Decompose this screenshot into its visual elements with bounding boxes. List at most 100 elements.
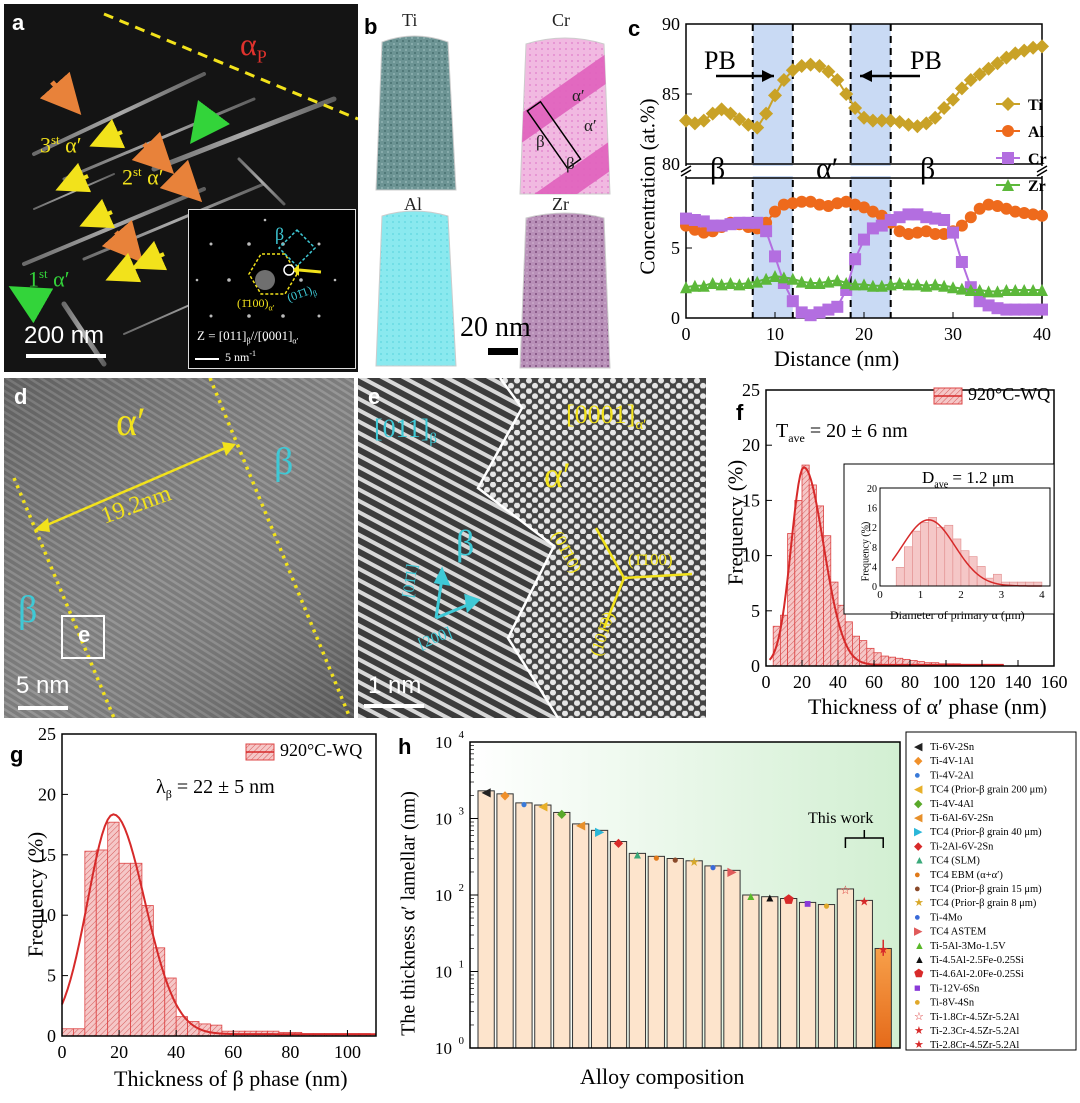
scale-label-b: 20 nm (460, 312, 531, 343)
apt-zr (519, 212, 611, 369)
scale-bar-d (18, 706, 68, 710)
series-point-zr (902, 278, 915, 291)
series-point-zr (804, 277, 817, 289)
c-xlabel: Distance (nm) (774, 346, 900, 371)
f-inset-ytick-5: 20 (867, 484, 877, 495)
h-legend-label: TC4 (Prior-β grain 40 μm) (930, 827, 1042, 838)
alpha-plane-lines (594, 527, 693, 629)
h-legend-marker: ☆ (914, 1011, 924, 1023)
series-point-zr (680, 281, 692, 294)
h-bar (647, 855, 665, 1049)
alpha-p-symbol: α (240, 26, 257, 62)
e-zone-beta-text: [011] (374, 414, 430, 443)
h-ytick-exp-2: 2 (459, 882, 465, 894)
c-ytick-lo-label-0: 0 (671, 308, 680, 328)
series-point-zr (715, 278, 728, 291)
g-bar (84, 850, 97, 1037)
panel-c: c 0 10 20 30 40 80 85 90 0 5 Ti Al Cr Zr PB PB β α′ β… (624, 4, 1080, 374)
series-point-zr (947, 281, 959, 294)
h-bar-marker: ▲ (745, 889, 757, 903)
h-legend-label: Ti-4.5Al-2.5Fe-0.25Si (930, 955, 1024, 966)
series-point-zr (1009, 284, 1022, 296)
series-point-al (1018, 207, 1031, 219)
series-point-zr (795, 275, 808, 288)
c-xtick-label-3: 30 (944, 324, 962, 344)
g-ytick-label-0: 0 (47, 1026, 56, 1046)
g-bar (141, 905, 154, 1037)
selected-spot (283, 264, 295, 276)
d-box-label: e (78, 622, 91, 647)
inset-scale-text: 5 nm (225, 350, 250, 364)
series-point-al (1027, 208, 1040, 221)
c-break-mark-0 (680, 165, 692, 173)
h-bar-marker: ★ (859, 894, 870, 908)
beta-thickness-histogram: 0 20 40 60 80 100 0 5 10 15 20 25 (38, 724, 377, 1062)
first-num: 1 (28, 266, 39, 292)
third-alpha: α′ (65, 132, 82, 158)
f-xtick-label-0: 0 (762, 672, 771, 692)
h-bar (742, 894, 760, 1049)
h-bar (515, 802, 533, 1049)
h-legend-marker: ▶ (914, 926, 923, 938)
f-inset-bar (944, 524, 954, 587)
series-point-al (831, 197, 844, 210)
series-point-ti (1026, 40, 1041, 55)
series-point-ti (874, 113, 889, 128)
e-beta: β (456, 523, 475, 563)
panel-e: e [011]β [0001]α′ α′ β [01̄1] [200] (01̄… (358, 378, 706, 718)
f-t-ave-sym: T (776, 420, 789, 442)
series-point-zr (1036, 284, 1048, 296)
h-legend-label: TC4 (Prior-β grain 200 μm) (930, 785, 1047, 796)
h-legend-marker: ● (914, 997, 921, 1009)
panel-d: d α′ β β 19.2nm e 5 nm (4, 378, 354, 718)
alpha-p-label: αP (240, 26, 267, 67)
g-xtick-label-3: 60 (224, 1042, 242, 1062)
series-point-ti (910, 119, 925, 134)
series-point-ti (946, 92, 960, 107)
yellow-arrow-4 (105, 252, 142, 283)
series-point-al (973, 202, 986, 215)
f-ylabel: Frequency (%) (723, 459, 748, 586)
h-legend-marker: ◆ (914, 798, 923, 810)
series-point-ti (821, 64, 836, 79)
g-lambda: λβ = 22 ± 5 nm (156, 776, 275, 802)
e-zone-beta: [011]β (374, 414, 437, 448)
panel-a: a αP 3st α′ 2st α′ 1st α′ 200 nm (4, 4, 358, 372)
series-point-ti (839, 87, 854, 101)
h-bar (761, 896, 779, 1049)
series-point-ti (687, 116, 702, 131)
series-point-zr (964, 284, 977, 296)
series-point-al (1036, 209, 1048, 222)
series-point-zr (1018, 284, 1031, 296)
f-bar (794, 500, 803, 667)
g-xtick-label-5: 100 (334, 1042, 361, 1062)
c-xtick-label-1: 10 (766, 324, 784, 344)
h-ytick-label-0: 10 (435, 1039, 452, 1058)
green-arrow-1 (190, 100, 230, 144)
h-legend-label: Ti-12V-6Sn (930, 983, 980, 994)
h-legend-marker: ◀ (914, 784, 923, 796)
h-legend-marker: ★ (914, 1025, 924, 1037)
scale-bar-e (364, 704, 424, 708)
series-point-al (813, 198, 826, 211)
zone-mid: //[0001] (250, 328, 293, 343)
series-point-zr (866, 279, 879, 292)
second-num: 2 (122, 164, 133, 190)
f-inset-bar (936, 526, 946, 587)
series-point-al (982, 198, 995, 211)
series-point-zr (777, 271, 790, 284)
series-point-ti (954, 81, 969, 96)
series-point-zr (769, 270, 781, 282)
h-legend-label: TC4 (Prior-β grain 8 μm) (930, 898, 1037, 909)
f-fit-curve (768, 466, 1004, 666)
series-point-cr (769, 250, 781, 263)
f-ytick-label-0: 0 (751, 656, 760, 676)
g-xtick-label-4: 80 (281, 1042, 299, 1062)
g-ytick-label-4: 20 (38, 784, 56, 804)
f-inset-bar (895, 567, 905, 587)
f-inset-xtick-0: 0 (877, 589, 883, 601)
first-alpha: α′ (53, 266, 70, 292)
h-bar-marker: ◀ (538, 799, 548, 813)
f-xtick-label-2: 40 (829, 672, 847, 692)
h-legend-label: TC4 (SLM) (930, 856, 980, 867)
